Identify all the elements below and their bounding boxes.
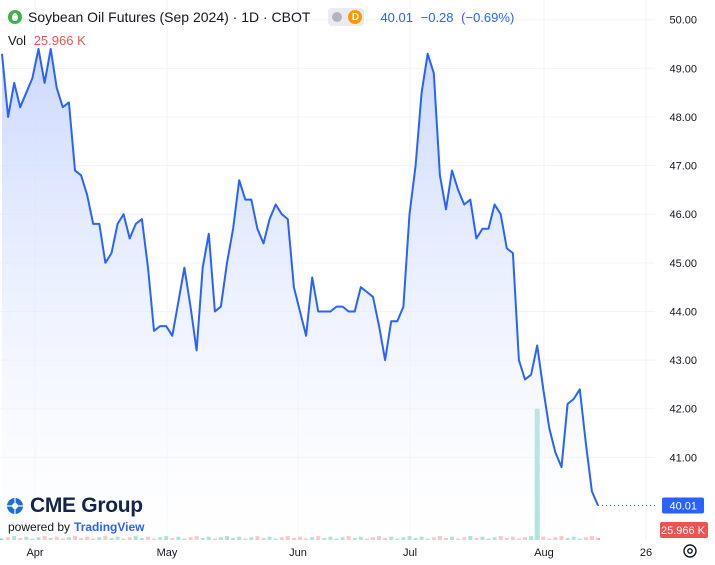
price-axis[interactable]: 50.00 49.00 48.00 47.00 46.00 45.00 44.00 43.00… — [669, 15, 697, 465]
axis-labels: 40.01 25.966 K — [660, 497, 708, 538]
y-tick-label: 44.00 — [669, 306, 697, 318]
price-change-pct: (−0.69%) — [461, 9, 515, 25]
x-tick-label: Jul — [403, 547, 417, 559]
x-tick-label: Aug — [534, 547, 554, 559]
y-tick-label: 48.00 — [669, 112, 697, 124]
tradingview-link[interactable]: TradingView — [74, 520, 145, 534]
volume-value: 25.966 K — [33, 33, 86, 48]
volume-label: Vol — [8, 33, 27, 48]
y-tick-label: 49.00 — [669, 63, 697, 75]
price-area-fill — [2, 48, 598, 541]
quote: 40.01 −0.28 (−0.69%) — [380, 10, 518, 25]
symbol-title[interactable]: Soybean Oil Futures (Sep 2024) · 1D · CB… — [28, 9, 311, 25]
y-tick-label: 47.00 — [669, 161, 697, 173]
price-series-line — [1, 47, 599, 506]
y-tick-label: 46.00 — [669, 209, 697, 221]
price-area — [2, 48, 598, 541]
last-price-tag — [662, 497, 704, 514]
price-change: −0.28 — [420, 9, 454, 25]
volume-tag-text: 25.966 K — [661, 525, 706, 537]
powered-by-label: powered by — [8, 520, 71, 534]
interval-letter: D — [348, 10, 363, 24]
soybean-oil-icon — [8, 10, 22, 24]
cme-logo-text: CME Group — [30, 494, 143, 517]
chart-header: Soybean Oil Futures (Sep 2024) · 1D · CB… — [8, 6, 518, 28]
last-price-tag-text: 40.01 — [669, 500, 697, 512]
x-tick-label: 26 — [640, 547, 652, 559]
y-tick-label: 41.00 — [669, 452, 697, 464]
y-tick-label: 45.00 — [669, 258, 697, 270]
y-tick-label: 42.00 — [669, 404, 697, 416]
cme-globe-icon — [7, 498, 23, 514]
x-tick-label: Apr — [26, 547, 43, 559]
volume-tag — [660, 522, 708, 538]
settings-gear-icon[interactable] — [682, 543, 698, 559]
volume-legend: Vol 25.966 K — [8, 33, 86, 48]
price-line — [1, 47, 655, 506]
last-price: 40.01 — [380, 9, 413, 25]
y-tick-label: 50.00 — [669, 15, 697, 27]
time-axis[interactable]: Apr May Jun Jul Aug 26 — [26, 547, 652, 559]
x-tick-label: May — [157, 547, 178, 559]
powered-by: powered by TradingView — [8, 520, 145, 534]
interval-badge[interactable]: D — [328, 8, 365, 26]
x-tick-label: Jun — [289, 547, 307, 559]
y-tick-label: 43.00 — [669, 355, 697, 367]
cme-logo[interactable]: CME Group powered by TradingView — [6, 494, 145, 534]
status-dot-icon — [332, 12, 343, 22]
